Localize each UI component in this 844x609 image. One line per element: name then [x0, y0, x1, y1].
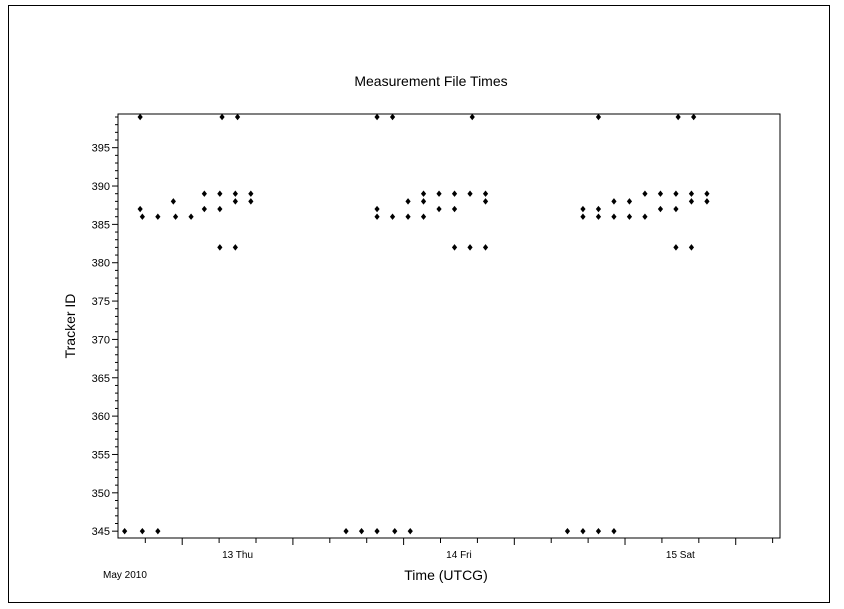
data-point [420, 190, 427, 197]
data-point [467, 190, 473, 197]
data-point [201, 205, 207, 213]
data-point [392, 527, 398, 535]
data-point [374, 527, 380, 535]
data-point [374, 113, 380, 121]
data-point [657, 205, 664, 213]
data-point [170, 198, 176, 205]
x-axis: 13 Thu 14 Fri 15 Sat [144, 538, 774, 561]
data-point [201, 190, 207, 197]
data-point [673, 190, 679, 197]
data-points [122, 113, 710, 535]
data-point [673, 244, 679, 251]
y-axis-label: Tracker ID [62, 294, 78, 359]
y-tick-label: 345 [92, 526, 110, 538]
data-point [482, 190, 489, 197]
data-point [217, 190, 223, 197]
data-point [595, 527, 602, 535]
data-point [139, 527, 145, 535]
data-point [469, 113, 475, 121]
data-point [420, 213, 427, 220]
data-point [595, 113, 602, 121]
data-point [611, 213, 617, 220]
x-axis-label: Time (UTCG) [404, 567, 487, 583]
data-point [657, 190, 664, 197]
data-point [155, 213, 161, 220]
y-tick-label: 395 [92, 143, 110, 155]
y-tick-label: 350 [92, 488, 110, 500]
data-point [172, 213, 179, 220]
data-point [248, 190, 254, 197]
data-point [626, 198, 633, 205]
data-point [704, 190, 710, 197]
data-point [580, 527, 586, 535]
data-point [642, 213, 648, 220]
data-point [451, 205, 458, 213]
data-point [343, 527, 349, 535]
y-tick-label: 355 [92, 449, 110, 461]
data-point [564, 527, 571, 535]
data-point [217, 244, 223, 251]
y-tick-label: 375 [92, 296, 110, 308]
data-point [232, 190, 238, 197]
data-point [389, 213, 396, 220]
data-point [155, 527, 161, 535]
data-point [232, 198, 238, 205]
y-tick-label: 365 [92, 373, 110, 385]
data-point [122, 527, 128, 535]
data-point [691, 113, 697, 121]
data-point [405, 198, 411, 205]
data-point [139, 213, 145, 220]
plot-area [117, 113, 781, 539]
chart-title: Measurement File Times [354, 73, 507, 89]
data-point [217, 205, 223, 213]
data-point [248, 198, 254, 205]
data-point [405, 213, 411, 220]
data-point [580, 205, 586, 213]
x-tick-label: 14 Fri [446, 550, 472, 561]
data-point [234, 113, 241, 121]
data-point [374, 213, 380, 220]
y-tick-label: 390 [92, 181, 110, 193]
data-point [611, 198, 617, 205]
data-point [611, 527, 617, 535]
data-point [688, 198, 695, 205]
data-point [137, 113, 143, 121]
data-point [374, 205, 380, 213]
y-tick-label: 380 [92, 258, 110, 270]
data-point [675, 113, 681, 121]
data-point [626, 213, 633, 220]
data-point [420, 198, 427, 205]
data-point [188, 213, 194, 220]
data-point [595, 213, 602, 220]
data-point [482, 244, 489, 251]
data-point [436, 205, 442, 213]
data-point [467, 244, 473, 251]
data-point [407, 527, 413, 535]
data-point [688, 190, 695, 197]
y-tick-label: 370 [92, 334, 110, 346]
data-point [137, 205, 143, 213]
y-tick-label: 360 [92, 411, 110, 423]
data-point [580, 213, 586, 220]
data-point [219, 113, 225, 121]
y-axis: 345 350 355 360 365 370 375 380 385 390 395 [92, 116, 118, 538]
data-point [688, 244, 695, 251]
y-tick-label: 385 [92, 219, 110, 231]
data-point [232, 244, 238, 251]
x-period-label: May 2010 [103, 570, 147, 581]
data-point [451, 190, 458, 197]
data-point [436, 190, 442, 197]
data-point [482, 198, 489, 205]
data-point [451, 244, 458, 251]
data-point [642, 190, 648, 197]
data-point [704, 198, 710, 205]
data-point [595, 205, 602, 213]
data-point [358, 527, 365, 535]
x-tick-label: 15 Sat [666, 550, 695, 561]
x-tick-label: 13 Thu [222, 550, 253, 561]
data-point [673, 205, 679, 213]
data-point [389, 113, 396, 121]
